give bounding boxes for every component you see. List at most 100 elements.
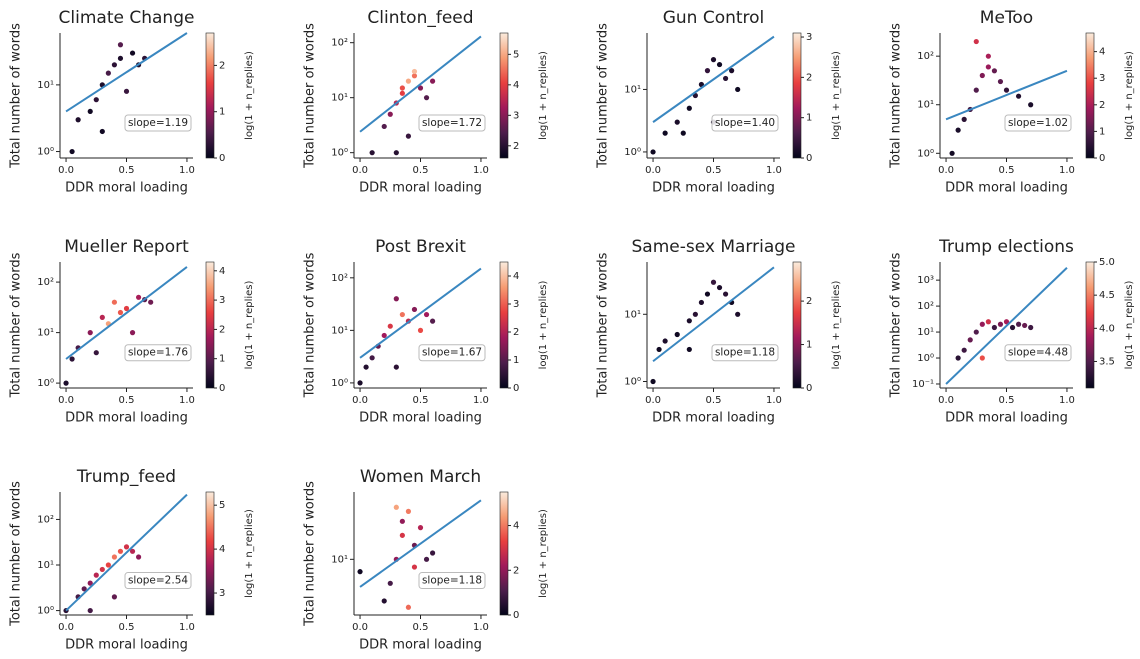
annotation: slope=1.18 (715, 347, 775, 359)
point (99, 314, 105, 320)
point (1015, 93, 1022, 99)
point (417, 327, 424, 333)
point (411, 306, 418, 313)
point (69, 148, 75, 155)
y-axis-label: Total number of words (303, 252, 318, 398)
y-tick-label: 10¹ (331, 554, 348, 565)
point (93, 572, 99, 578)
point (87, 330, 93, 336)
point (99, 128, 105, 135)
x-axis-label: DDR moral loading (359, 638, 482, 653)
colorbar-tick-label: 3.5 (1099, 356, 1115, 367)
point (387, 111, 393, 117)
point (716, 61, 723, 68)
colorbar-label: log(1 + n_replies) (831, 281, 842, 370)
y-tick-label: 10² (331, 38, 348, 49)
fit-line (652, 35, 775, 123)
x-tick-label: 1.0 (473, 165, 489, 176)
point (399, 518, 405, 524)
colorbar (792, 261, 802, 389)
point (955, 127, 961, 133)
colorbar (499, 261, 509, 389)
point (955, 355, 961, 361)
point (423, 95, 430, 101)
colorbar-tick-label: 3 (513, 299, 519, 310)
y-axis-label: Total number of words (596, 23, 611, 169)
point (985, 64, 991, 70)
y-axis-label: Total number of words (9, 252, 24, 398)
annotation-box (418, 572, 486, 590)
colorbar-tick-label: 4.5 (1099, 290, 1115, 301)
fit-line (359, 35, 482, 133)
fit-line (359, 499, 482, 588)
point (123, 544, 130, 550)
point (991, 68, 998, 74)
point (991, 324, 998, 331)
point (135, 554, 142, 560)
panel-title: Trump_feed (76, 467, 176, 487)
point (399, 90, 405, 96)
colorbar-label: log(1 + n_replies) (1124, 281, 1135, 370)
point (69, 356, 75, 362)
panel-title: Post Brexit (375, 237, 466, 257)
x-tick-label: 1.0 (473, 622, 489, 633)
point (399, 85, 405, 91)
point (381, 332, 387, 339)
annotation-box (124, 572, 192, 590)
x-tick-label: 0.0 (58, 395, 74, 406)
point (111, 594, 118, 600)
point (722, 291, 729, 297)
x-tick-label: 0.5 (413, 165, 429, 176)
colorbar-tick-label: 1 (219, 354, 225, 365)
colorbar-tick-label: 1 (1099, 126, 1105, 137)
x-tick-label: 0.5 (999, 165, 1015, 176)
point (399, 311, 405, 318)
y-tick-label: 10⁰ (331, 148, 348, 159)
panel-title: MeToo (980, 8, 1033, 28)
colorbar-tick-label: 4.0 (1099, 323, 1115, 334)
colorbar-tick-label: 1 (513, 355, 519, 366)
point (722, 75, 729, 82)
point (105, 70, 111, 76)
point (148, 299, 154, 305)
y-axis-label: Total number of words (303, 481, 318, 627)
colorbar-label: log(1 + n_replies) (244, 281, 255, 370)
point (710, 57, 717, 63)
x-tick-label: 1.0 (473, 395, 489, 406)
point (973, 87, 979, 93)
colorbar-tick-label: 2 (219, 324, 225, 335)
point (1022, 322, 1028, 329)
x-tick-label: 0.0 (352, 165, 368, 176)
fit-line (65, 266, 188, 360)
point (961, 347, 967, 353)
point (656, 346, 662, 353)
annotation: slope=1.67 (422, 347, 482, 359)
y-tick-label: 10¹ (917, 100, 934, 111)
y-tick-label: 10¹ (331, 325, 348, 336)
x-tick-label: 1.0 (179, 622, 195, 633)
colorbar-tick-label: 5.0 (1099, 257, 1115, 268)
point (735, 86, 741, 93)
point (680, 130, 686, 136)
point (369, 355, 375, 361)
point (949, 150, 955, 156)
point (123, 305, 130, 312)
point (735, 311, 741, 317)
fit-line (652, 266, 775, 363)
fit-line (945, 69, 1068, 121)
y-tick-label: 10⁰ (331, 378, 348, 389)
point (411, 564, 418, 570)
point (674, 119, 680, 125)
point (129, 330, 136, 336)
point (686, 346, 692, 353)
y-tick-label: 10⁰ (37, 147, 54, 158)
point (674, 331, 680, 338)
panel-title: Climate Change (59, 8, 195, 28)
colorbar (205, 261, 215, 389)
fit-line (65, 493, 188, 612)
x-tick-label: 0.0 (938, 395, 954, 406)
x-tick-label: 0.5 (706, 395, 722, 406)
point (363, 364, 369, 370)
point (129, 50, 136, 56)
